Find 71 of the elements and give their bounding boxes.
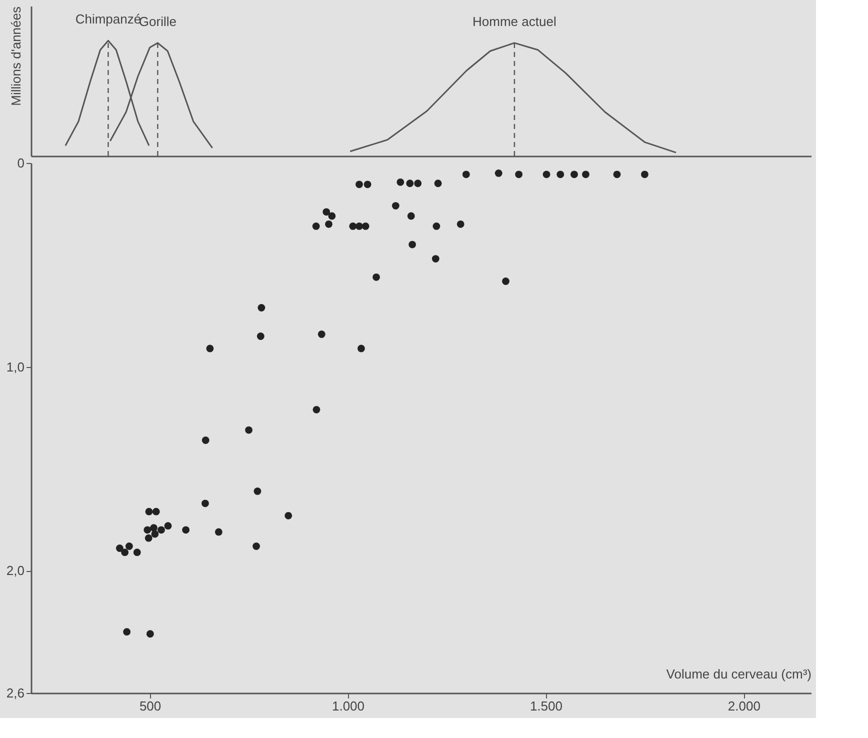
point xyxy=(407,212,415,220)
point xyxy=(322,208,330,216)
point xyxy=(133,548,141,556)
point xyxy=(349,222,357,230)
point xyxy=(570,170,578,178)
series-label: Gorille xyxy=(138,14,176,29)
point xyxy=(245,426,252,434)
y-tick-label: 2,6 xyxy=(6,686,24,700)
point xyxy=(284,512,292,520)
point xyxy=(502,278,510,285)
point xyxy=(515,170,523,178)
point xyxy=(125,542,133,550)
point xyxy=(396,178,404,186)
point xyxy=(254,487,262,495)
point xyxy=(150,524,158,532)
y-axis-title: Millions d'années xyxy=(8,6,24,106)
point xyxy=(158,526,165,534)
point xyxy=(182,526,190,534)
point xyxy=(613,170,621,178)
y-tick-label: 2,0 xyxy=(6,563,24,578)
x-tick-label: 2.000 xyxy=(728,698,760,714)
point xyxy=(312,406,320,414)
point xyxy=(358,344,365,352)
point xyxy=(202,500,209,508)
y-tick-label: 0 xyxy=(17,156,24,170)
point xyxy=(121,548,129,556)
point xyxy=(582,170,590,178)
x-tick-label: 1.500 xyxy=(530,698,562,714)
point xyxy=(144,526,152,534)
point xyxy=(152,508,160,516)
x-axis-title: Volume du cerveau (cm³) xyxy=(666,666,812,682)
point xyxy=(362,222,370,230)
point xyxy=(325,220,332,228)
x-tick-label: 1.000 xyxy=(332,698,365,714)
point xyxy=(494,169,502,177)
point xyxy=(434,180,442,188)
point xyxy=(312,222,320,230)
point xyxy=(356,180,363,188)
point xyxy=(641,170,648,178)
point xyxy=(206,344,214,352)
point xyxy=(123,628,131,636)
point xyxy=(151,530,159,538)
point xyxy=(164,522,172,530)
point xyxy=(252,542,260,550)
x-tick-label: 500 xyxy=(139,698,162,714)
point xyxy=(145,508,153,516)
point xyxy=(328,212,336,220)
point xyxy=(372,273,380,281)
point xyxy=(556,170,564,178)
series-label: Chimpanzé xyxy=(75,12,142,27)
point xyxy=(408,240,416,248)
point xyxy=(214,528,222,536)
point xyxy=(432,222,440,230)
point xyxy=(392,202,400,210)
point xyxy=(144,534,152,542)
point xyxy=(414,180,422,188)
point xyxy=(462,170,470,178)
series-label: Homme actuel xyxy=(472,14,556,29)
point xyxy=(258,304,266,312)
point xyxy=(542,170,550,178)
point xyxy=(456,220,464,228)
point xyxy=(432,255,440,263)
point xyxy=(146,630,154,638)
point xyxy=(318,330,326,338)
point xyxy=(356,222,363,230)
point xyxy=(202,436,210,444)
point xyxy=(256,332,264,340)
point xyxy=(364,180,372,188)
y-tick-label: 1,0 xyxy=(6,359,24,374)
point xyxy=(406,180,414,188)
point xyxy=(116,544,124,552)
